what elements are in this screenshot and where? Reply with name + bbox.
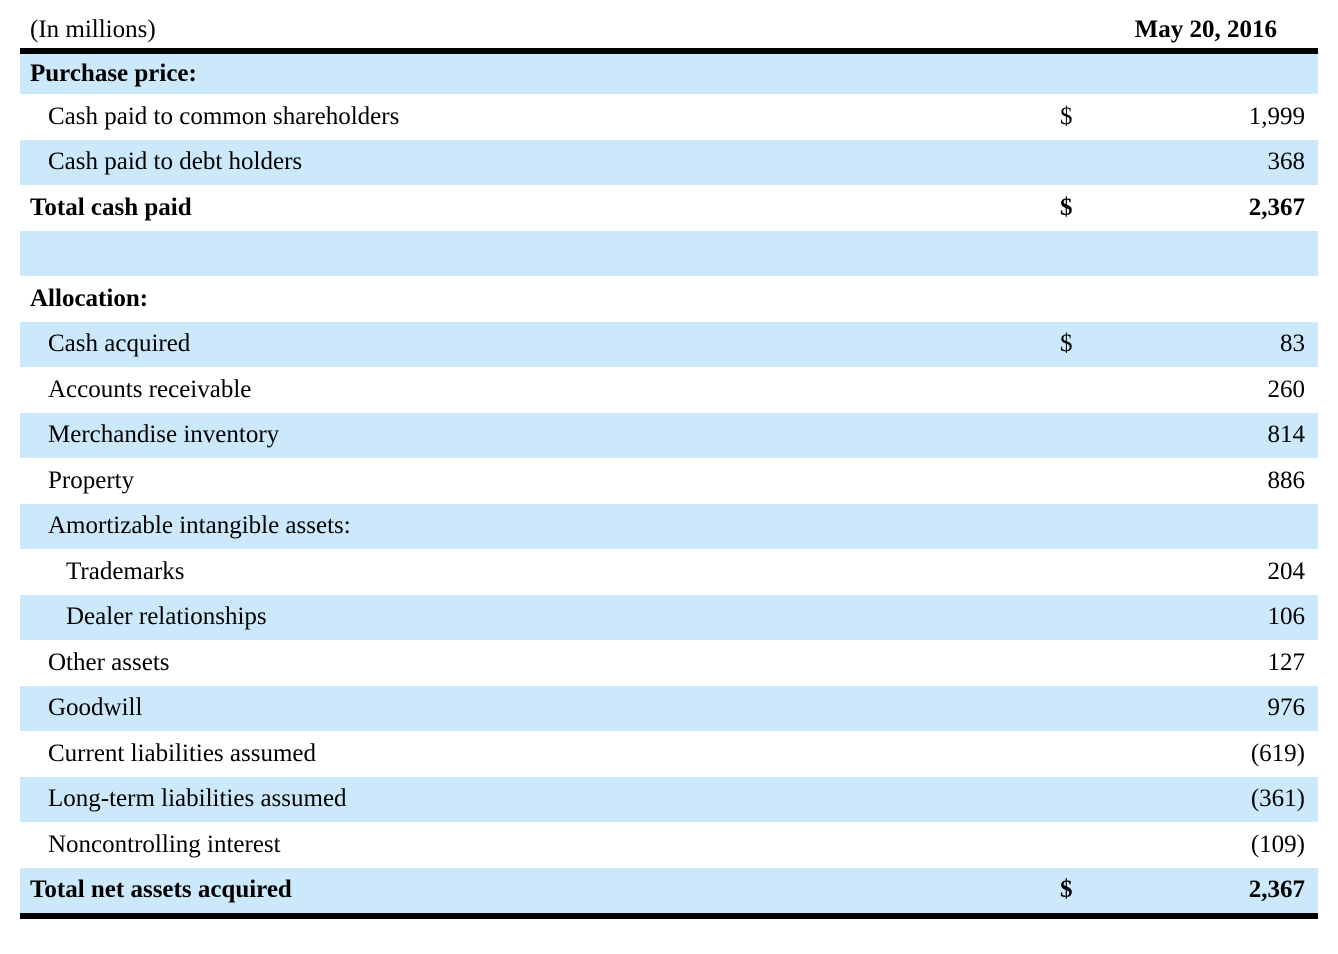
- row-value: 83: [1280, 330, 1305, 358]
- row-value: (361): [1250, 785, 1305, 813]
- table-row: Purchase price:: [20, 54, 1318, 94]
- row-label: Amortizable intangible assets:: [48, 512, 351, 540]
- currency-symbol: $: [1060, 330, 1073, 358]
- row-label: Allocation:: [30, 284, 149, 312]
- row-label: Cash paid to debt holders: [48, 148, 303, 176]
- row-value: 2,367: [1248, 876, 1305, 904]
- date-column-header: May 20, 2016: [1134, 16, 1277, 43]
- table-row: Goodwill 976: [20, 685, 1318, 731]
- row-label: Accounts receivable: [48, 375, 252, 403]
- table-row: Total cash paid $ 2,367: [20, 185, 1318, 231]
- row-value: 106: [1267, 603, 1306, 631]
- row-value: (619): [1250, 739, 1305, 767]
- row-value: 2,367: [1248, 193, 1305, 221]
- row-label: Cash acquired: [48, 330, 191, 358]
- row-label: Cash paid to common shareholders: [48, 102, 400, 130]
- row-label: Current liabilities assumed: [48, 739, 317, 767]
- table-row: Trademarks 204: [20, 549, 1318, 595]
- table-row-blank: [20, 230, 1318, 276]
- table-row: Long-term liabilities assumed (361): [20, 776, 1318, 822]
- table-row: Cash paid to debt holders 368: [20, 139, 1318, 185]
- row-value: 814: [1267, 421, 1306, 449]
- table-header: (In millions) May 20, 2016: [20, 8, 1318, 54]
- row-value: (109): [1250, 830, 1305, 858]
- row-value: 1,999: [1248, 102, 1305, 130]
- row-value: 976: [1267, 694, 1306, 722]
- table-row: Cash acquired $ 83: [20, 321, 1318, 367]
- row-value: 886: [1267, 466, 1306, 494]
- table-row: Total net assets acquired $ 2,367: [20, 867, 1318, 913]
- row-label: Property: [48, 466, 135, 494]
- table-row: Cash paid to common shareholders $ 1,999: [20, 94, 1318, 140]
- purchase-price-allocation-table: (In millions) May 20, 2016 Purchase pric…: [20, 8, 1318, 919]
- table-body: Purchase price: Cash paid to common shar…: [20, 54, 1318, 919]
- row-value: 127: [1267, 648, 1306, 676]
- table-row: Current liabilities assumed (619): [20, 731, 1318, 777]
- row-value: 204: [1267, 557, 1306, 585]
- row-label: Merchandise inventory: [48, 421, 280, 449]
- units-label: (In millions): [30, 16, 156, 43]
- row-value: 260: [1267, 375, 1306, 403]
- table-row: Dealer relationships 106: [20, 594, 1318, 640]
- table-row: Allocation:: [20, 276, 1318, 322]
- currency-symbol: $: [1060, 102, 1073, 130]
- row-label: Trademarks: [66, 557, 185, 585]
- table-row: Accounts receivable 260: [20, 367, 1318, 413]
- currency-symbol: $: [1060, 193, 1073, 221]
- row-label: Noncontrolling interest: [48, 830, 281, 858]
- table-row: Property 886: [20, 458, 1318, 504]
- row-label: Total cash paid: [30, 193, 192, 221]
- row-label: Dealer relationships: [66, 603, 267, 631]
- row-label: Goodwill: [48, 694, 143, 722]
- table-row: Noncontrolling interest (109): [20, 822, 1318, 868]
- row-label: Total net assets acquired: [30, 876, 292, 904]
- row-value: 368: [1267, 148, 1306, 176]
- currency-symbol: $: [1060, 876, 1073, 904]
- row-label: Long-term liabilities assumed: [48, 785, 347, 813]
- table-row: Amortizable intangible assets:: [20, 503, 1318, 549]
- row-label: Purchase price:: [30, 60, 197, 87]
- table-row: Other assets 127: [20, 640, 1318, 686]
- row-label: Other assets: [48, 648, 170, 676]
- table-row: Merchandise inventory 814: [20, 412, 1318, 458]
